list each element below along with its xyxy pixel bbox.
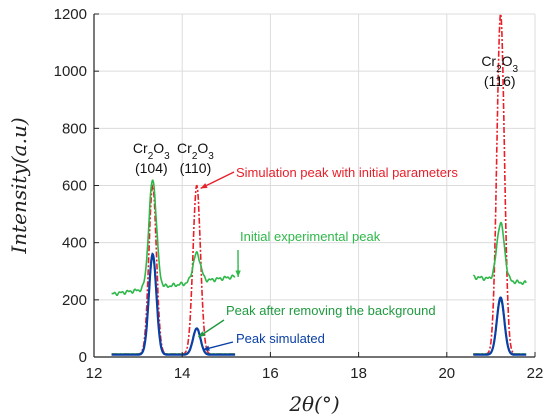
series-2-segment-0 xyxy=(111,255,236,355)
peak-formula-part-0-2: O xyxy=(153,140,164,156)
annotation-text-0: Simulation peak with initial parameters xyxy=(236,165,458,180)
annotation-text-3: Peak simulated xyxy=(236,331,325,346)
series-3 xyxy=(111,252,527,356)
annotations: Simulation peak with initial parameters I… xyxy=(198,165,458,351)
y-tick-label-4: 800 xyxy=(62,120,87,137)
peak-formula-1: Cr2O3 xyxy=(177,140,214,162)
peak-formula-part-2-0: Cr xyxy=(481,53,496,69)
peak-hkl-2: (116) xyxy=(484,73,516,89)
annotation-2: Peak after removing the background xyxy=(198,303,436,338)
peak-hkl-0: (104) xyxy=(135,160,168,176)
x-tick-label-1: 14 xyxy=(174,365,191,382)
peak-hkl-1: (110) xyxy=(180,160,212,176)
y-tick-label-0: 0 xyxy=(79,349,87,366)
annotation-text-2: Peak after removing the background xyxy=(226,303,436,318)
peak-formula-part-1-2: O xyxy=(197,140,208,156)
series-3-segment-0 xyxy=(111,252,236,356)
y-tick-label-6: 1200 xyxy=(54,6,87,23)
annotation-0: Simulation peak with initial parameters xyxy=(200,165,458,189)
peak-formula-part-2-2: O xyxy=(502,53,513,69)
series-2-segment-1 xyxy=(473,298,527,355)
series-lines xyxy=(111,12,527,356)
annotation-text-1: Initial experimental peak xyxy=(240,229,381,244)
grid xyxy=(93,13,536,358)
y-tick-label-1: 200 xyxy=(62,292,87,309)
series-1-segment-1 xyxy=(472,221,527,286)
x-tick-label-4: 20 xyxy=(438,365,455,382)
peak-formula-part-1-1: 2 xyxy=(192,151,198,162)
peak-formula-part-2-1: 2 xyxy=(496,64,502,75)
x-axis-label: 2θ(°) xyxy=(288,392,339,416)
annotation-1: Initial experimental peak xyxy=(235,229,381,277)
series-3-segment-1 xyxy=(473,296,527,356)
peak-formula-2: Cr2O3 xyxy=(481,53,518,75)
peak-labels: Cr2O3(104)Cr2O3(110)Cr2O3(116) xyxy=(133,53,519,176)
peak-formula-part-0-1: 2 xyxy=(148,151,154,162)
annotation-3: Peak simulated xyxy=(202,331,325,351)
peak-formula-part-1-0: Cr xyxy=(177,140,192,156)
x-tick-label-3: 18 xyxy=(350,365,367,382)
y-tick-label-5: 1000 xyxy=(54,63,87,80)
y-tick-label-3: 600 xyxy=(62,178,87,195)
annotation-arrowhead-3 xyxy=(202,345,210,351)
annotation-arrowhead-0 xyxy=(200,183,208,189)
axes xyxy=(93,13,536,358)
peak-formula-part-2-3: 3 xyxy=(513,64,519,75)
x-tick-label-0: 12 xyxy=(86,365,103,382)
peak-formula-part-0-0: Cr xyxy=(133,140,148,156)
y-axis-label: Intensity(a.u) xyxy=(7,117,31,254)
peak-formula-part-1-3: 3 xyxy=(208,151,214,162)
x-tick-label-2: 16 xyxy=(262,365,279,382)
series-1-segment-0 xyxy=(111,179,236,297)
peak-formula-0: Cr2O3 xyxy=(133,140,170,162)
y-tick-label-2: 400 xyxy=(62,235,87,252)
series-0-segment-0 xyxy=(111,183,236,355)
annotation-arrowhead-2 xyxy=(198,331,206,337)
series-1 xyxy=(111,179,527,297)
x-tick-label-5: 22 xyxy=(527,365,544,382)
annotation-arrowhead-1 xyxy=(235,270,241,277)
peak-formula-part-0-3: 3 xyxy=(164,151,170,162)
